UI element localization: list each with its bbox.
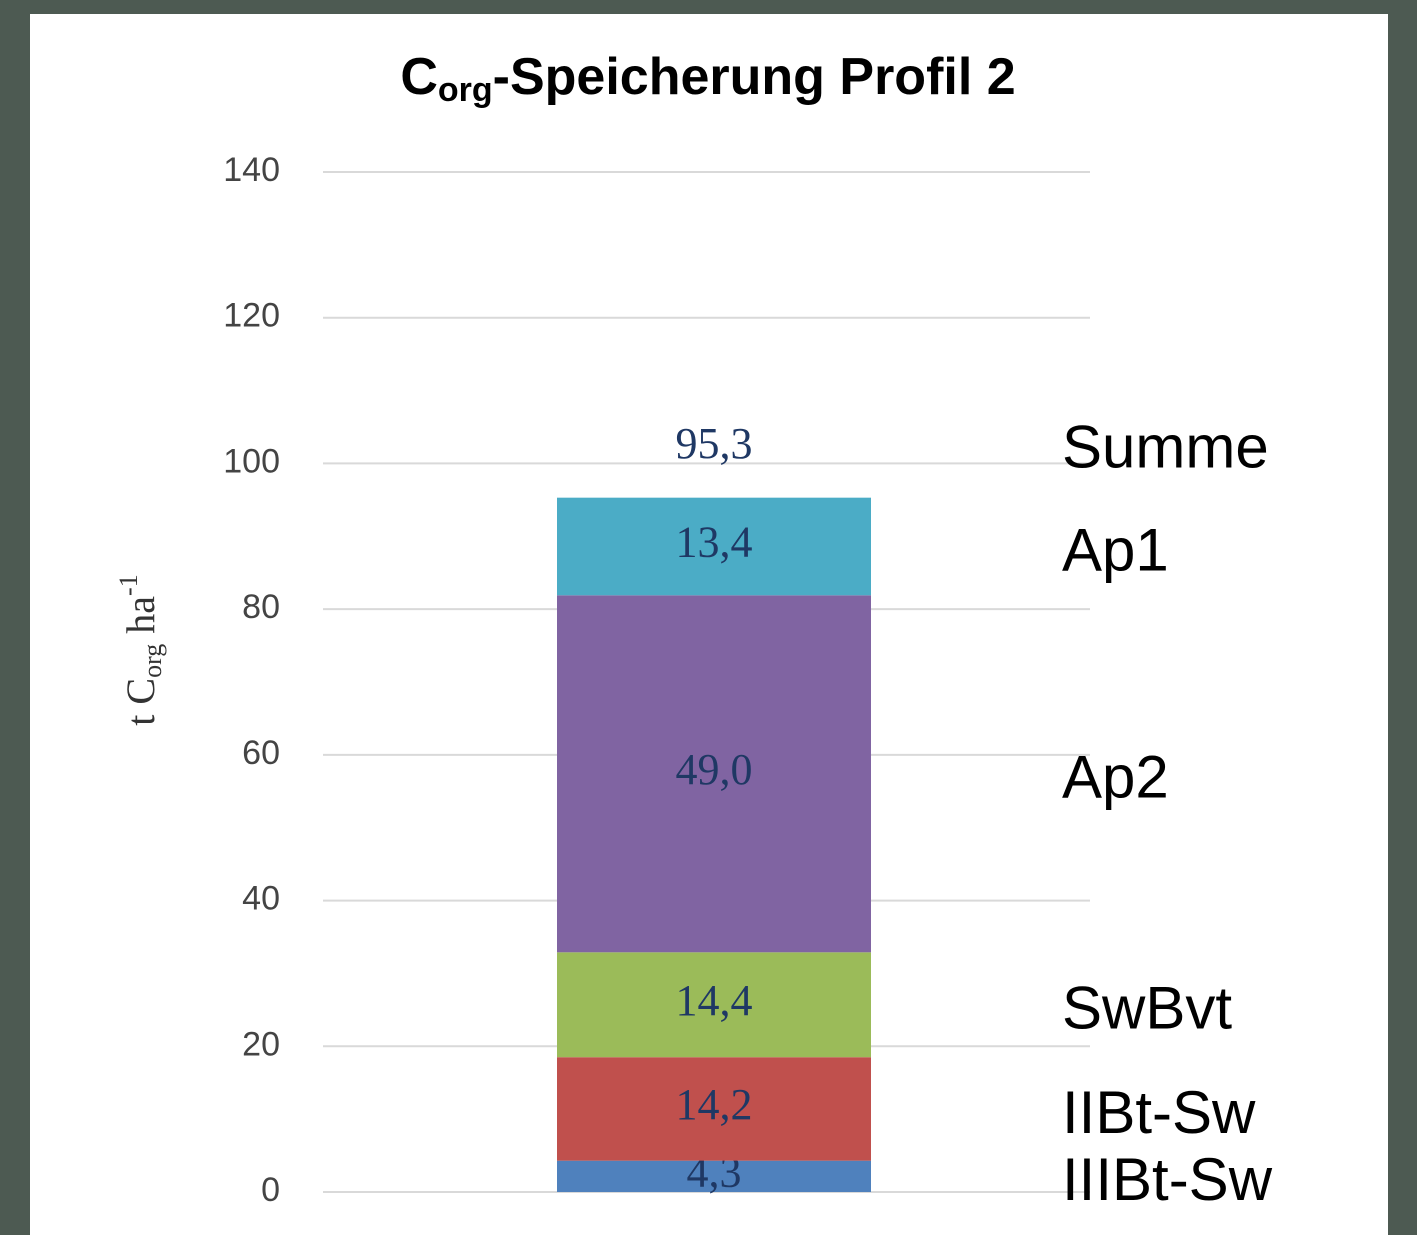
- chart-title: Corg-Speicherung Profil 2: [400, 48, 1015, 109]
- chart: Corg-Speicherung Profil 2 t Corg ha-1 02…: [0, 0, 1417, 1235]
- y-tick-label: 100: [223, 442, 280, 480]
- ylabel-sup: -1: [114, 574, 143, 596]
- title-sub: org: [438, 71, 493, 109]
- legend-label: IIBt-Sw: [1062, 1079, 1256, 1146]
- legend-label: SwBvt: [1062, 975, 1232, 1042]
- y-tick-label: 60: [242, 734, 280, 772]
- title-main: C: [400, 48, 438, 106]
- y-tick-label: 0: [261, 1171, 280, 1209]
- total-label: 95,3: [676, 419, 753, 468]
- value-label: 14,4: [676, 976, 753, 1025]
- y-tick-label: 40: [242, 880, 280, 918]
- legend-label: IIIBt-Sw: [1062, 1146, 1273, 1213]
- ylabel-sub: org: [138, 644, 167, 678]
- value-label: 14,2: [676, 1080, 753, 1129]
- y-tick-label: 80: [242, 588, 280, 626]
- legend-label: Summe: [1062, 414, 1269, 481]
- ylabel-mid: ha: [118, 596, 163, 644]
- page: {"chart_data": {"type": "stacked_bar", "…: [0, 0, 1417, 1235]
- legend-label: Ap2: [1062, 744, 1169, 811]
- y-tick-label: 140: [223, 151, 280, 189]
- value-label: 49,0: [676, 745, 753, 794]
- ylabel-main: t C: [118, 678, 163, 726]
- y-tick-label: 20: [242, 1025, 280, 1063]
- value-label: 13,4: [676, 518, 753, 567]
- title-rest: -Speicherung Profil 2: [493, 48, 1016, 106]
- y-tick-label: 120: [223, 297, 280, 335]
- legend-label: Ap1: [1062, 516, 1169, 583]
